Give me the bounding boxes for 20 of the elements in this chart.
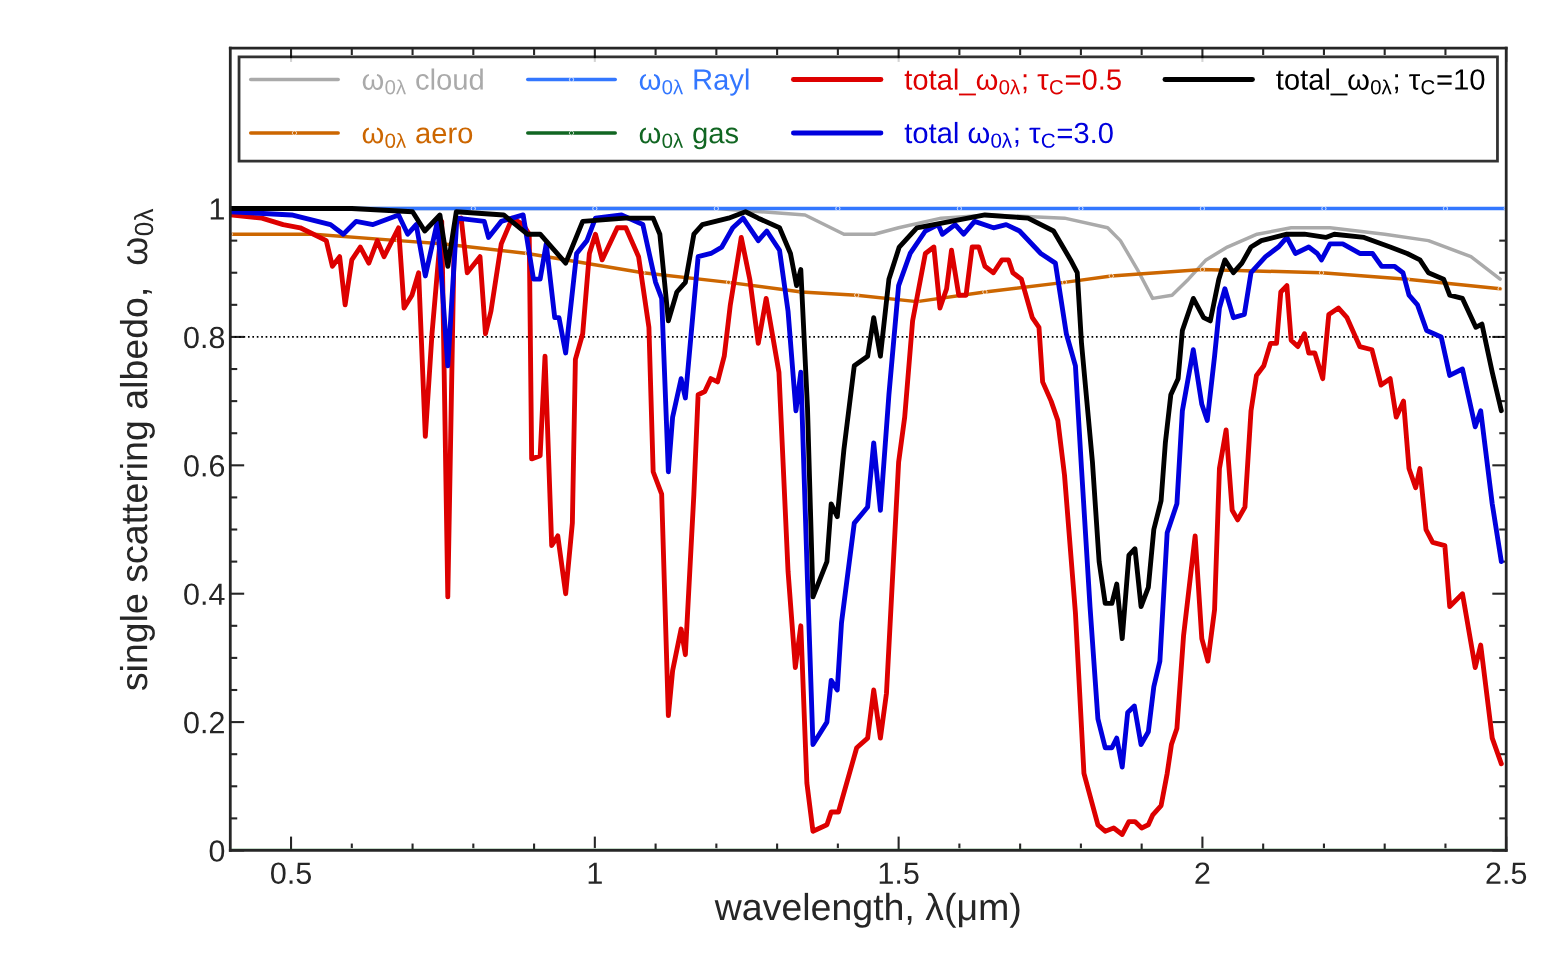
y-axis-title: single scattering albedo, ω$_{0λ}$	[119, 208, 155, 691]
x-tick-label: 2	[1195, 862, 1210, 884]
x-tick-label: 2.5	[1486, 862, 1527, 885]
x-tick-label: 0.5	[271, 862, 312, 885]
x-tick-label: 1	[588, 862, 602, 884]
y-tick-label: 1	[210, 198, 224, 220]
y-tick-label: 0.4	[184, 583, 225, 606]
legend-label: ω$_{0λ}$ cloud	[362, 68, 483, 95]
legend-label: ω$_{0λ}$ aero	[362, 127, 473, 148]
y-tick-label: 0.8	[184, 326, 225, 349]
legend-label: total_ω$_{0λ}$; τ$_{C}$=0.5	[904, 68, 1121, 96]
y-tick-label: 0	[209, 840, 225, 862]
y-tick-label: 0.2	[184, 711, 224, 734]
legend-label: ω$_{0λ}$ Rayl	[639, 68, 749, 96]
x-axis-title: wavelength, λ(μm)	[714, 892, 1020, 928]
legend-label: total_ω$_{0λ}$; τ$_{C}$=10	[1276, 68, 1485, 96]
y-tick-label: 0.6	[184, 455, 225, 477]
legend-label: ω$_{0λ}$ gas	[639, 127, 739, 150]
x-tick-label: 1.5	[879, 862, 919, 885]
legend-label: total ω$_{0λ}$; τ$_{C}$=3.0	[904, 121, 1113, 148]
